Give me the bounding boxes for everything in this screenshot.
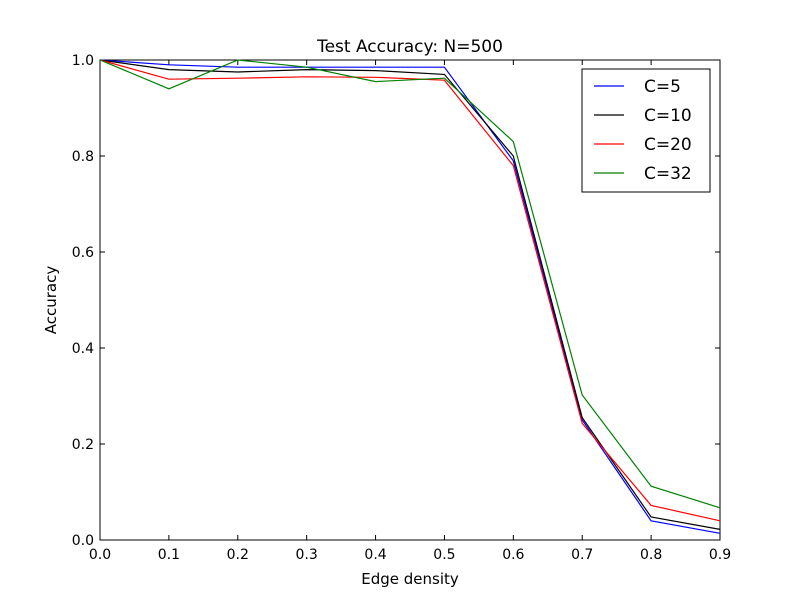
legend-label: C=32 xyxy=(644,164,692,184)
x-tick-label: 0.4 xyxy=(364,547,386,563)
y-tick-label: 0.8 xyxy=(72,149,94,165)
y-tick-label: 0.0 xyxy=(72,533,94,549)
series-line-c-5 xyxy=(99,59,721,534)
x-tick-label: 0.9 xyxy=(709,547,731,563)
legend: C=5 C=10 C=20 C=32 xyxy=(581,68,711,193)
y-tick-label: 1.0 xyxy=(72,53,94,69)
x-tick-label: 0.0 xyxy=(89,547,111,563)
legend-label: C=10 xyxy=(644,106,692,126)
legend-label: C=5 xyxy=(644,77,681,97)
x-tick-label: 0.7 xyxy=(571,547,593,563)
chart-title: Test Accuracy: N=500 xyxy=(316,37,503,57)
y-axis-label: Accuracy xyxy=(42,266,60,335)
x-tick-label: 0.8 xyxy=(640,547,662,563)
x-tick-label: 0.6 xyxy=(502,547,524,563)
series-line-c-20 xyxy=(99,59,721,522)
legend-label: C=20 xyxy=(644,135,692,155)
series-layer xyxy=(99,59,721,534)
series-line-c-10 xyxy=(99,59,721,530)
x-axis-ticks: 0.0 0.1 0.2 0.3 0.4 0.5 0.6 0.7 0.8 0.9 xyxy=(89,60,731,563)
y-tick-label: 0.6 xyxy=(72,245,94,261)
x-axis-label: Edge density xyxy=(361,570,459,588)
y-tick-label: 0.2 xyxy=(72,437,94,453)
x-tick-label: 0.1 xyxy=(158,547,180,563)
x-tick-label: 0.3 xyxy=(296,547,318,563)
legend-box xyxy=(581,68,711,193)
series-line-c-32 xyxy=(99,59,721,509)
x-tick-label: 0.2 xyxy=(227,547,249,563)
y-tick-label: 0.4 xyxy=(72,341,94,357)
y-axis-ticks: 0.0 0.2 0.4 0.6 0.8 1.0 xyxy=(72,53,720,549)
x-tick-label: 0.5 xyxy=(433,547,455,563)
